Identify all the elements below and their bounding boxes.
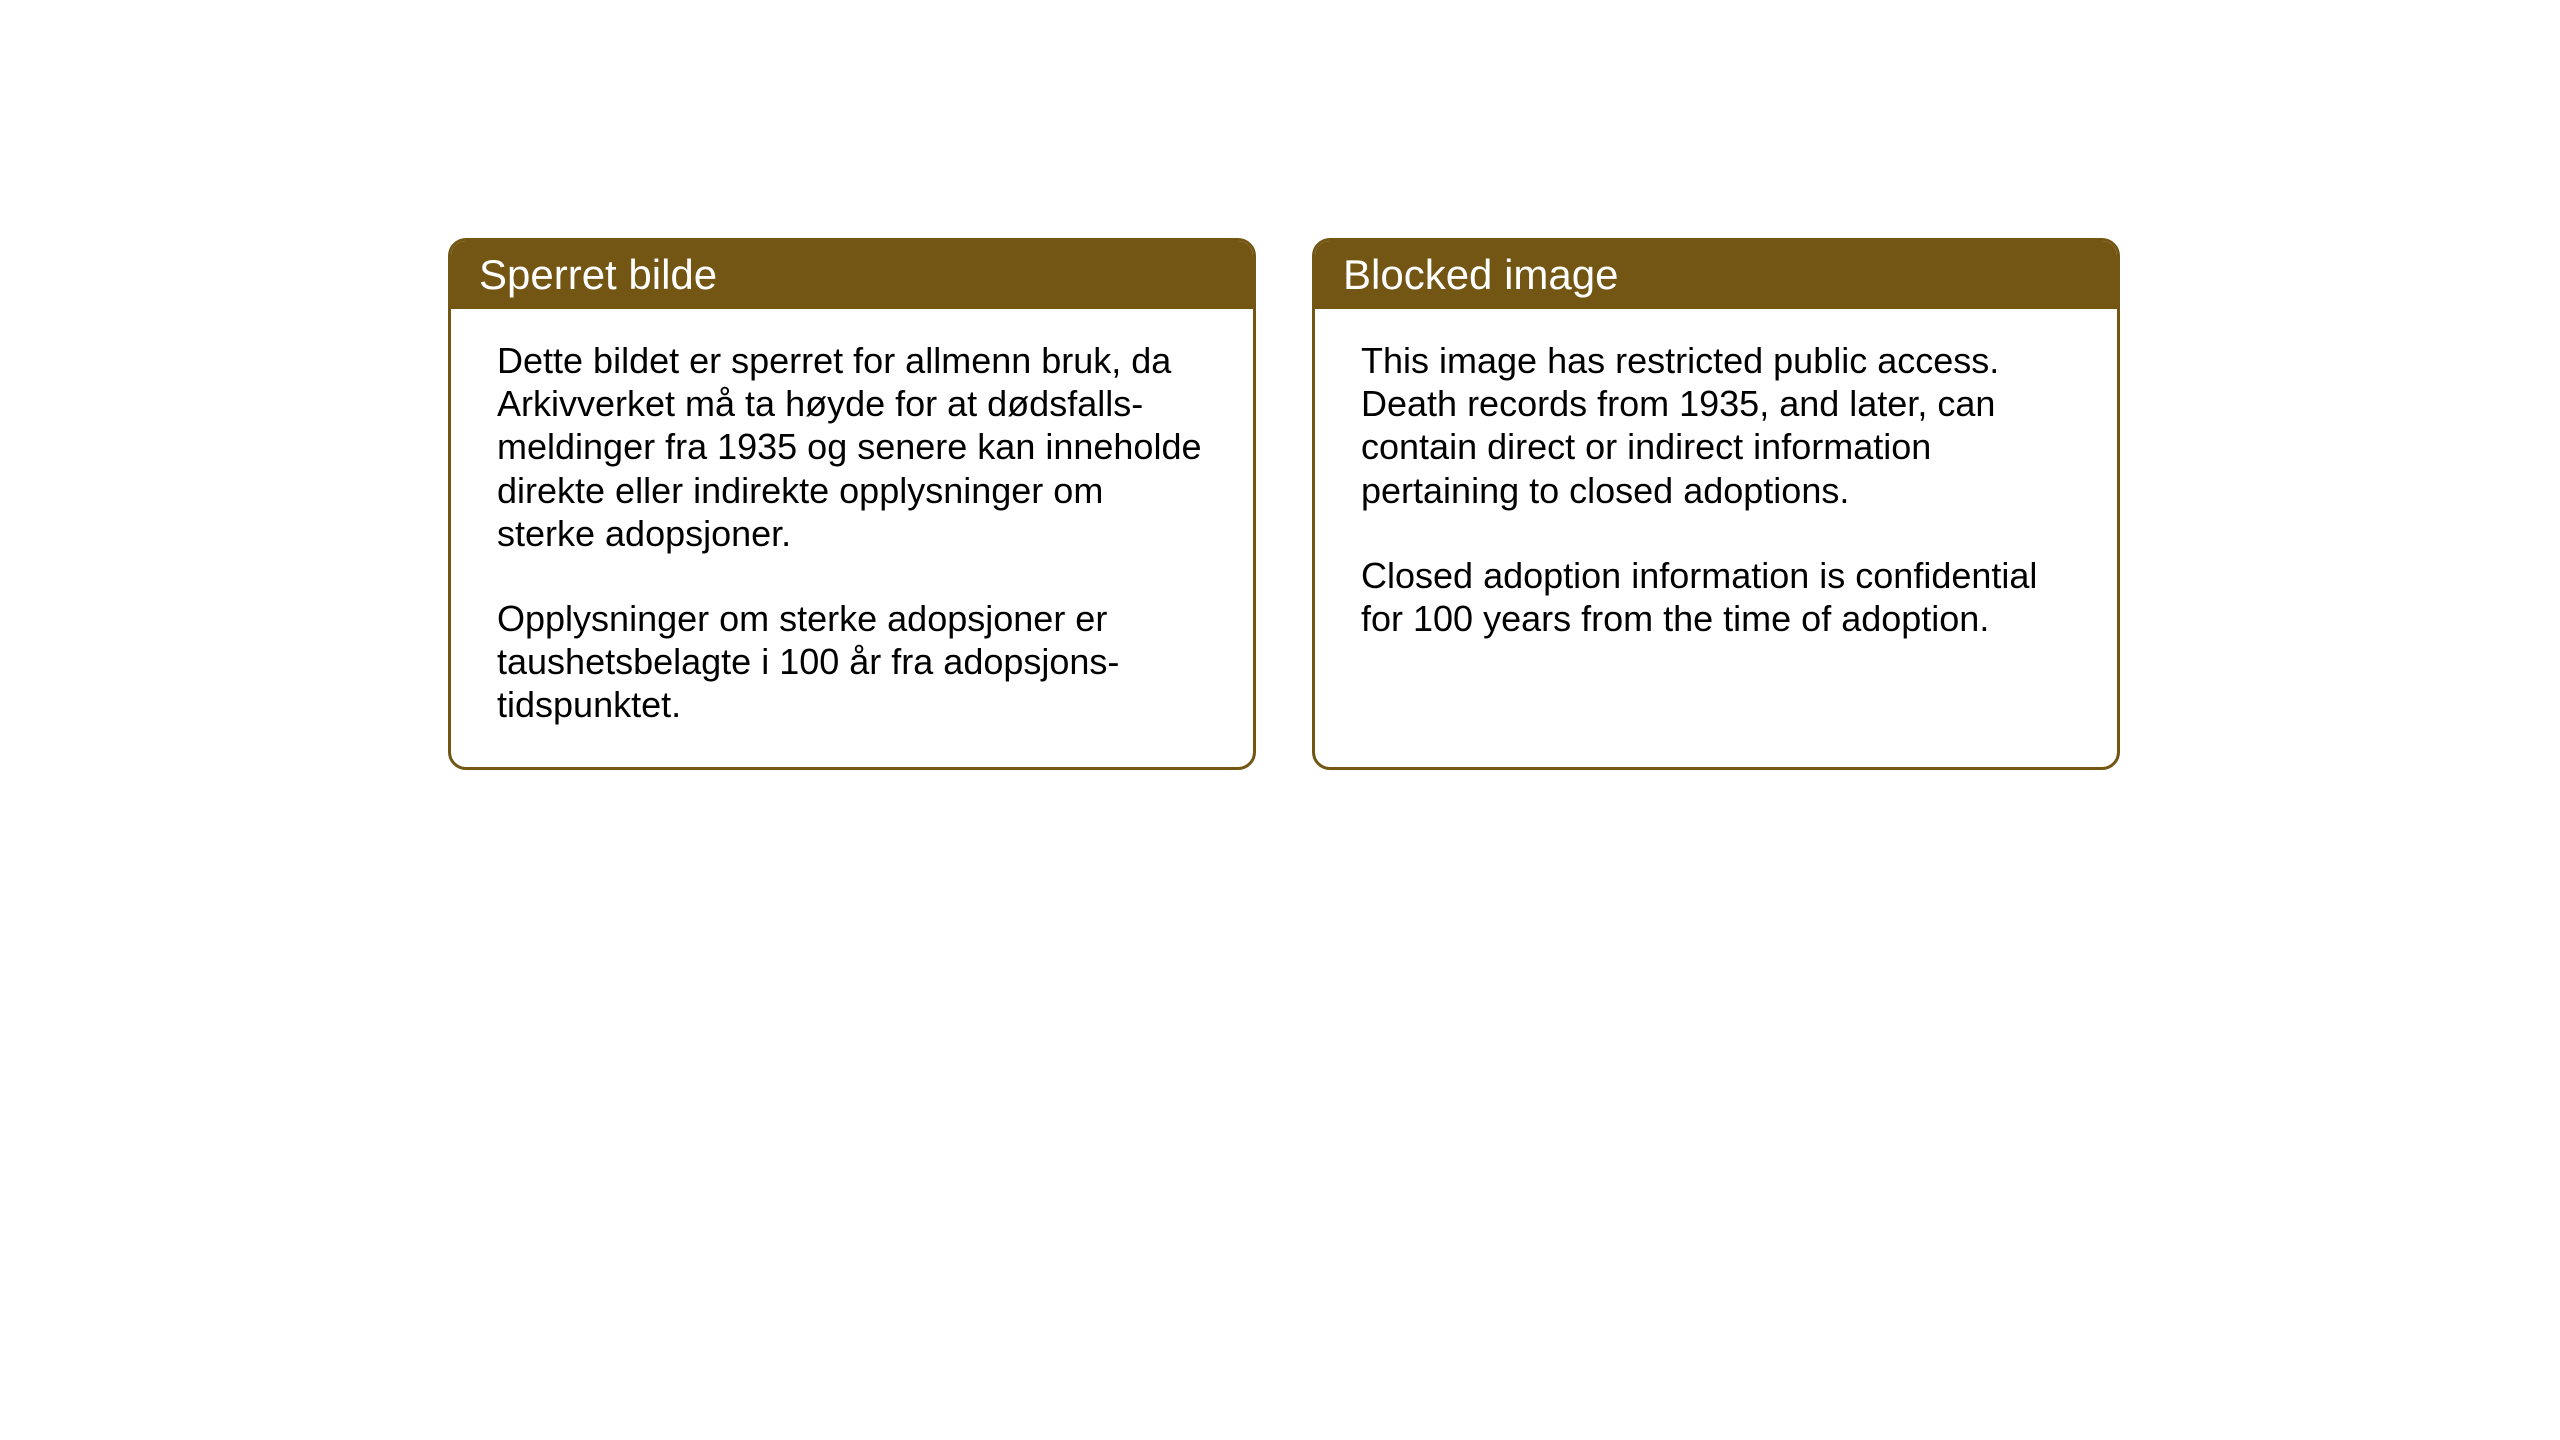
notice-header-norwegian: Sperret bilde [451, 241, 1253, 309]
notice-paragraph-2-english: Closed adoption information is confident… [1361, 554, 2071, 640]
notice-card-english: Blocked image This image has restricted … [1312, 238, 2120, 770]
notice-container: Sperret bilde Dette bildet er sperret fo… [448, 238, 2120, 770]
notice-body-english: This image has restricted public access.… [1315, 309, 2117, 749]
notice-paragraph-2-norwegian: Opplysninger om sterke adopsjoner er tau… [497, 597, 1207, 727]
notice-paragraph-1-english: This image has restricted public access.… [1361, 339, 2071, 512]
notice-header-english: Blocked image [1315, 241, 2117, 309]
notice-paragraph-1-norwegian: Dette bildet er sperret for allmenn bruk… [497, 339, 1207, 555]
notice-card-norwegian: Sperret bilde Dette bildet er sperret fo… [448, 238, 1256, 770]
notice-body-norwegian: Dette bildet er sperret for allmenn bruk… [451, 309, 1253, 767]
